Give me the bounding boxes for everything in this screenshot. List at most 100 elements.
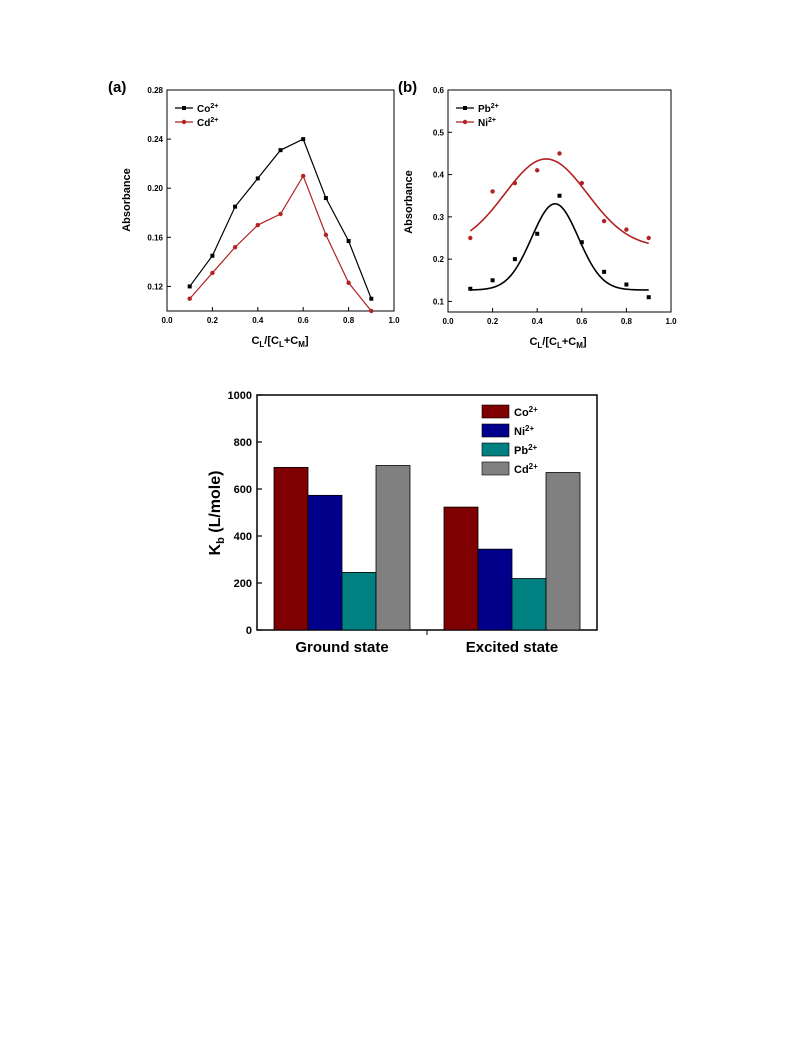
y-tick-label: 0.16 [147,233,163,242]
data-point [579,180,584,186]
x-tick-label: 0.2 [207,316,219,325]
y-axis-title-c: Kb (L/mole) [207,471,227,556]
y-tick-label: 600 [234,484,252,496]
plot-area-b [447,89,672,313]
data-point [232,244,238,250]
data-point [468,286,473,291]
y-tick-labels-a: 0.12 0.16 0.20 0.24 0.28 [147,86,171,291]
bar-ni [477,548,513,631]
legend-label: Co2+ [197,103,218,115]
y-tick-label: 0.1 [433,297,445,306]
bar-pb [341,572,377,631]
plot-area-a [166,89,395,312]
y-tick-label: 400 [234,531,252,543]
x-tick-label: 0.4 [252,316,264,325]
data-point [233,204,238,209]
y-tick-label: 200 [234,578,252,590]
data-point [301,137,306,142]
legend-item: Co2+ [175,103,218,115]
data-point [535,168,540,173]
y-tick-label: 0.5 [433,128,445,137]
data-point [512,257,517,262]
data-point [601,218,607,224]
legend-item: Cd2+ [481,461,538,476]
legend-label: Co2+ [514,405,538,419]
data-point [369,308,374,314]
data-point [646,235,651,241]
data-point [624,227,629,232]
data-point [490,278,495,283]
x-tick-label: 0.6 [298,316,310,325]
y-tick-label: 0.20 [147,184,163,193]
series-pb [468,193,651,300]
y-tick-label: 0.4 [433,171,445,180]
legend-marker [462,119,468,125]
data-point [646,295,651,300]
legend-label: Pb2+ [478,103,499,115]
chart-b: (b) 0.0 0.2 0.4 0.6 0.8 1.0 0.10.20.30.40.50.… [398,79,677,350]
legend-label: Ni2+ [514,424,534,438]
bars-c [273,465,581,631]
x-tick-label: 0.0 [161,316,173,325]
legend-marker [463,106,467,110]
y-tick-label: 0.6 [433,86,445,95]
data-point [624,282,629,287]
legend-marker [182,106,186,110]
x-category-label: Excited state [466,639,559,656]
x-tick-labels-a: 0.0 0.2 0.4 0.6 0.8 1.0 [161,307,400,325]
chart-kb-bar: 0 200 400 600 800 1000 Ground state Excited st… [207,390,598,656]
legend-c: Co2+ Ni2+ Pb2+ Cd2+ [481,404,538,476]
y-axis-title-b: Absorbance [403,170,415,234]
x-tick-label: 0.4 [532,317,544,326]
data-point [187,284,192,289]
data-point [255,222,260,228]
legend-label: Cd2+ [514,462,538,476]
data-point [557,151,562,156]
data-point [602,269,607,274]
x-axis-title-a: CL/[CL+CM] [251,335,308,349]
data-point [557,193,562,198]
x-tick-label: 0.2 [487,317,499,326]
data-point [346,239,351,244]
data-point [323,232,329,238]
chart-a: (a) 0.0 0.2 0.4 0.6 0.8 1.0 0.120.160.200.240… [108,79,400,349]
series-a [187,137,374,314]
x-tick-label: 0.8 [621,317,633,326]
data-point [323,196,328,201]
data-point [468,235,473,241]
data-point [278,148,283,153]
x-category-label: Ground state [295,639,388,656]
legend-swatch [481,404,510,419]
x-tick-labels-b: 0.0 0.2 0.4 0.6 0.8 1.0 [442,308,677,326]
y-axis-title-a: Absorbance [121,168,133,232]
fit-curve [469,158,649,245]
y-tick-labels-b: 0.1 0.2 0.3 0.4 0.5 0.6 [433,86,452,306]
y-tick-label: 800 [234,437,252,449]
legend-item: Pb2+ [456,103,499,115]
panel-label-a: (a) [108,79,126,96]
legend-a: Co2+ Cd2+ [175,103,218,129]
data-point [278,211,283,217]
bar-co [273,466,309,631]
x-tick-label: 0.0 [442,317,454,326]
legend-swatch [481,461,510,476]
data-point [535,231,540,236]
series-line [189,174,372,312]
y-tick-label: 1000 [228,390,252,402]
fit-curve [470,202,649,291]
x-category-labels-c: Ground state Excited state [295,630,558,656]
legend-label: Cd2+ [197,117,218,129]
y-tick-label: 0.2 [433,255,445,264]
legend-item: Ni2+ [456,117,496,129]
series-co [187,137,374,301]
y-tick-label: 0.24 [147,135,163,144]
series-ni [468,151,651,245]
bar-cd [545,472,581,631]
panel-label-b: (b) [398,79,417,96]
legend-item: Pb2+ [481,442,538,457]
legend-b: Pb2+ Ni2+ [456,103,499,129]
data-point [579,240,584,245]
legend-label: Ni2+ [478,117,496,129]
data-point [346,280,351,285]
data-point [512,180,518,186]
